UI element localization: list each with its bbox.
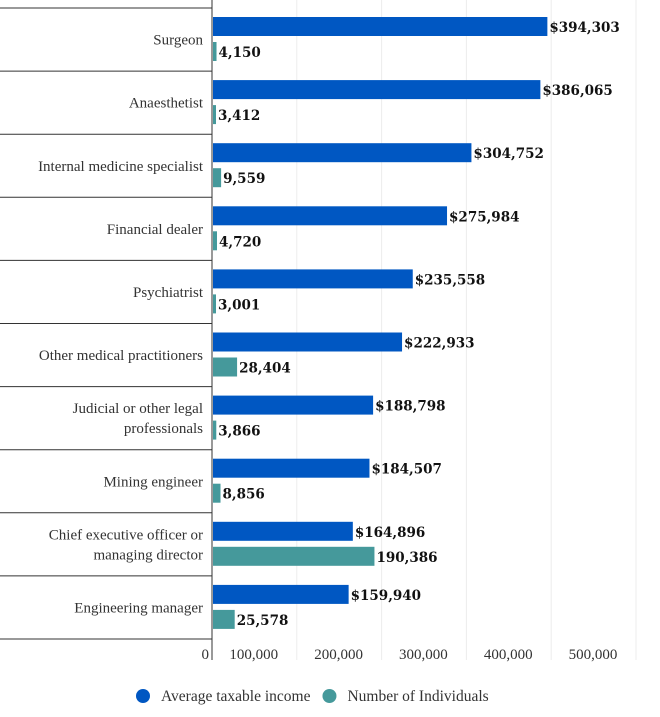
data-label: 4,150 [219,45,261,61]
income-bar [213,17,548,36]
data-label: $164,896 [355,525,425,541]
category-label: Anaesthetist [129,96,204,112]
individuals-bar [213,546,375,566]
x-tick-label: 200,000 [314,647,363,663]
data-label: 3,412 [218,108,260,124]
individuals-bar [213,42,217,61]
income-bar [213,395,374,415]
x-tick-label: 100,000 [229,647,278,663]
x-tick-label: 500,000 [569,647,618,663]
category-label: Financial dealer [107,222,203,238]
data-label: $275,984 [449,209,519,225]
legend-label[interactable]: Number of Individuals [347,688,488,705]
data-label: 25,578 [237,613,289,629]
data-label: 190,386 [376,550,437,566]
individuals-bar [213,420,217,440]
data-label: $184,507 [371,462,441,478]
data-label: 8,856 [223,487,265,503]
category-label: Judicial or other legal [73,401,203,417]
category-label: Mining engineer [103,474,203,490]
data-label: 4,720 [219,234,261,250]
individuals-bar [213,105,216,125]
category-label: professionals [124,421,203,437]
data-label: $222,933 [404,336,474,352]
data-label: $188,798 [375,399,445,415]
data-label: $159,940 [351,588,421,604]
income-bar [213,269,413,289]
category-label: managing director [93,547,203,563]
legend-marker[interactable] [136,689,150,703]
income-bar [213,206,448,226]
income-bar [213,521,353,541]
category-label: Chief executive officer or [49,527,203,543]
data-label: $386,065 [542,83,612,99]
category-label: Other medical practitioners [39,348,203,364]
x-tick-label: 300,000 [399,647,448,663]
data-label: 3,001 [218,297,260,313]
income-bar [213,458,370,478]
income-bar [213,584,349,604]
individuals-bar [213,483,221,503]
category-label: Engineering manager [74,600,203,616]
income-bar [213,80,541,100]
legend-marker[interactable] [322,689,337,703]
category-label: Internal medicine specialist [38,159,204,175]
x-tick-label: 0 [202,647,210,663]
individuals-bar [213,294,216,314]
legend-label[interactable]: Average taxable income [161,688,311,705]
individuals-bar [213,357,238,377]
data-label: $235,558 [415,272,485,288]
category-label: Psychiatrist [133,285,204,301]
data-label: 9,559 [223,171,265,187]
individuals-bar [213,231,218,251]
income-bar [213,332,403,352]
data-label: $304,752 [473,146,543,162]
data-label: 3,866 [218,424,260,440]
category-label: Surgeon [153,33,203,49]
income-bar [213,143,472,163]
x-tick-label: 400,000 [484,647,533,663]
individuals-bar [213,609,235,629]
individuals-bar [213,168,222,188]
data-label: 28,404 [239,361,291,377]
data-label: $394,303 [549,20,619,36]
